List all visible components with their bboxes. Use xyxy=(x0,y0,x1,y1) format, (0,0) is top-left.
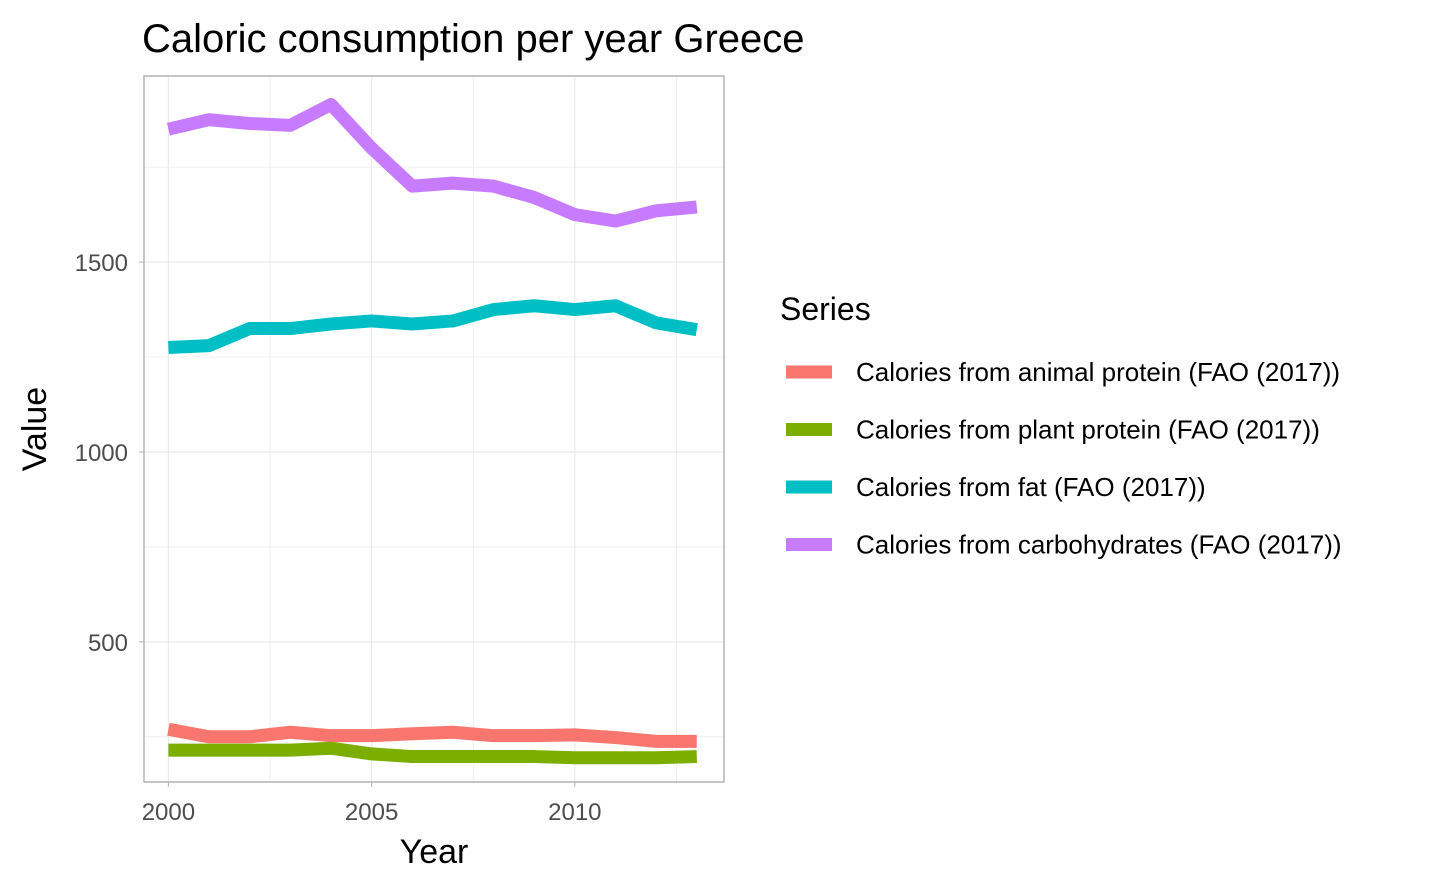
x-tick-label: 2005 xyxy=(345,799,398,826)
chart-title: Caloric consumption per year Greece xyxy=(142,17,805,61)
legend-title: Series xyxy=(780,291,871,327)
series-line-1 xyxy=(168,729,696,741)
x-tick-label: 2010 xyxy=(548,799,601,826)
legend-label: Calories from fat (FAO (2017)) xyxy=(856,472,1206,502)
y-tick-label: 1000 xyxy=(75,440,128,467)
series-line-2 xyxy=(168,748,696,757)
x-axis-ticks: 2000 2005 2010 xyxy=(142,782,602,826)
legend-label: Calories from animal protein (FAO (2017)… xyxy=(856,357,1340,387)
y-tick-label: 1500 xyxy=(75,250,128,277)
y-tick-label: 500 xyxy=(88,630,128,657)
series-line-3 xyxy=(168,306,696,348)
legend-label: Calories from carbohydrates (FAO (2017)) xyxy=(856,530,1342,560)
legend-label: Calories from plant protein (FAO (2017)) xyxy=(856,415,1320,445)
x-tick-label: 2000 xyxy=(142,799,195,826)
legend-item: Calories from carbohydrates (FAO (2017)) xyxy=(786,530,1342,560)
series-lines xyxy=(168,104,697,757)
legend: Series Calories from animal protein (FAO… xyxy=(780,291,1342,560)
legend-item: Calories from plant protein (FAO (2017)) xyxy=(786,415,1320,445)
x-axis-title: Year xyxy=(400,833,469,871)
legend-item: Calories from animal protein (FAO (2017)… xyxy=(786,357,1340,387)
y-axis-title: Value xyxy=(16,387,54,471)
series-line-4 xyxy=(168,104,696,221)
y-axis-ticks: 500 1000 1500 xyxy=(75,250,144,657)
legend-item: Calories from fat (FAO (2017)) xyxy=(786,472,1206,502)
legend-items: Calories from animal protein (FAO (2017)… xyxy=(786,357,1342,560)
